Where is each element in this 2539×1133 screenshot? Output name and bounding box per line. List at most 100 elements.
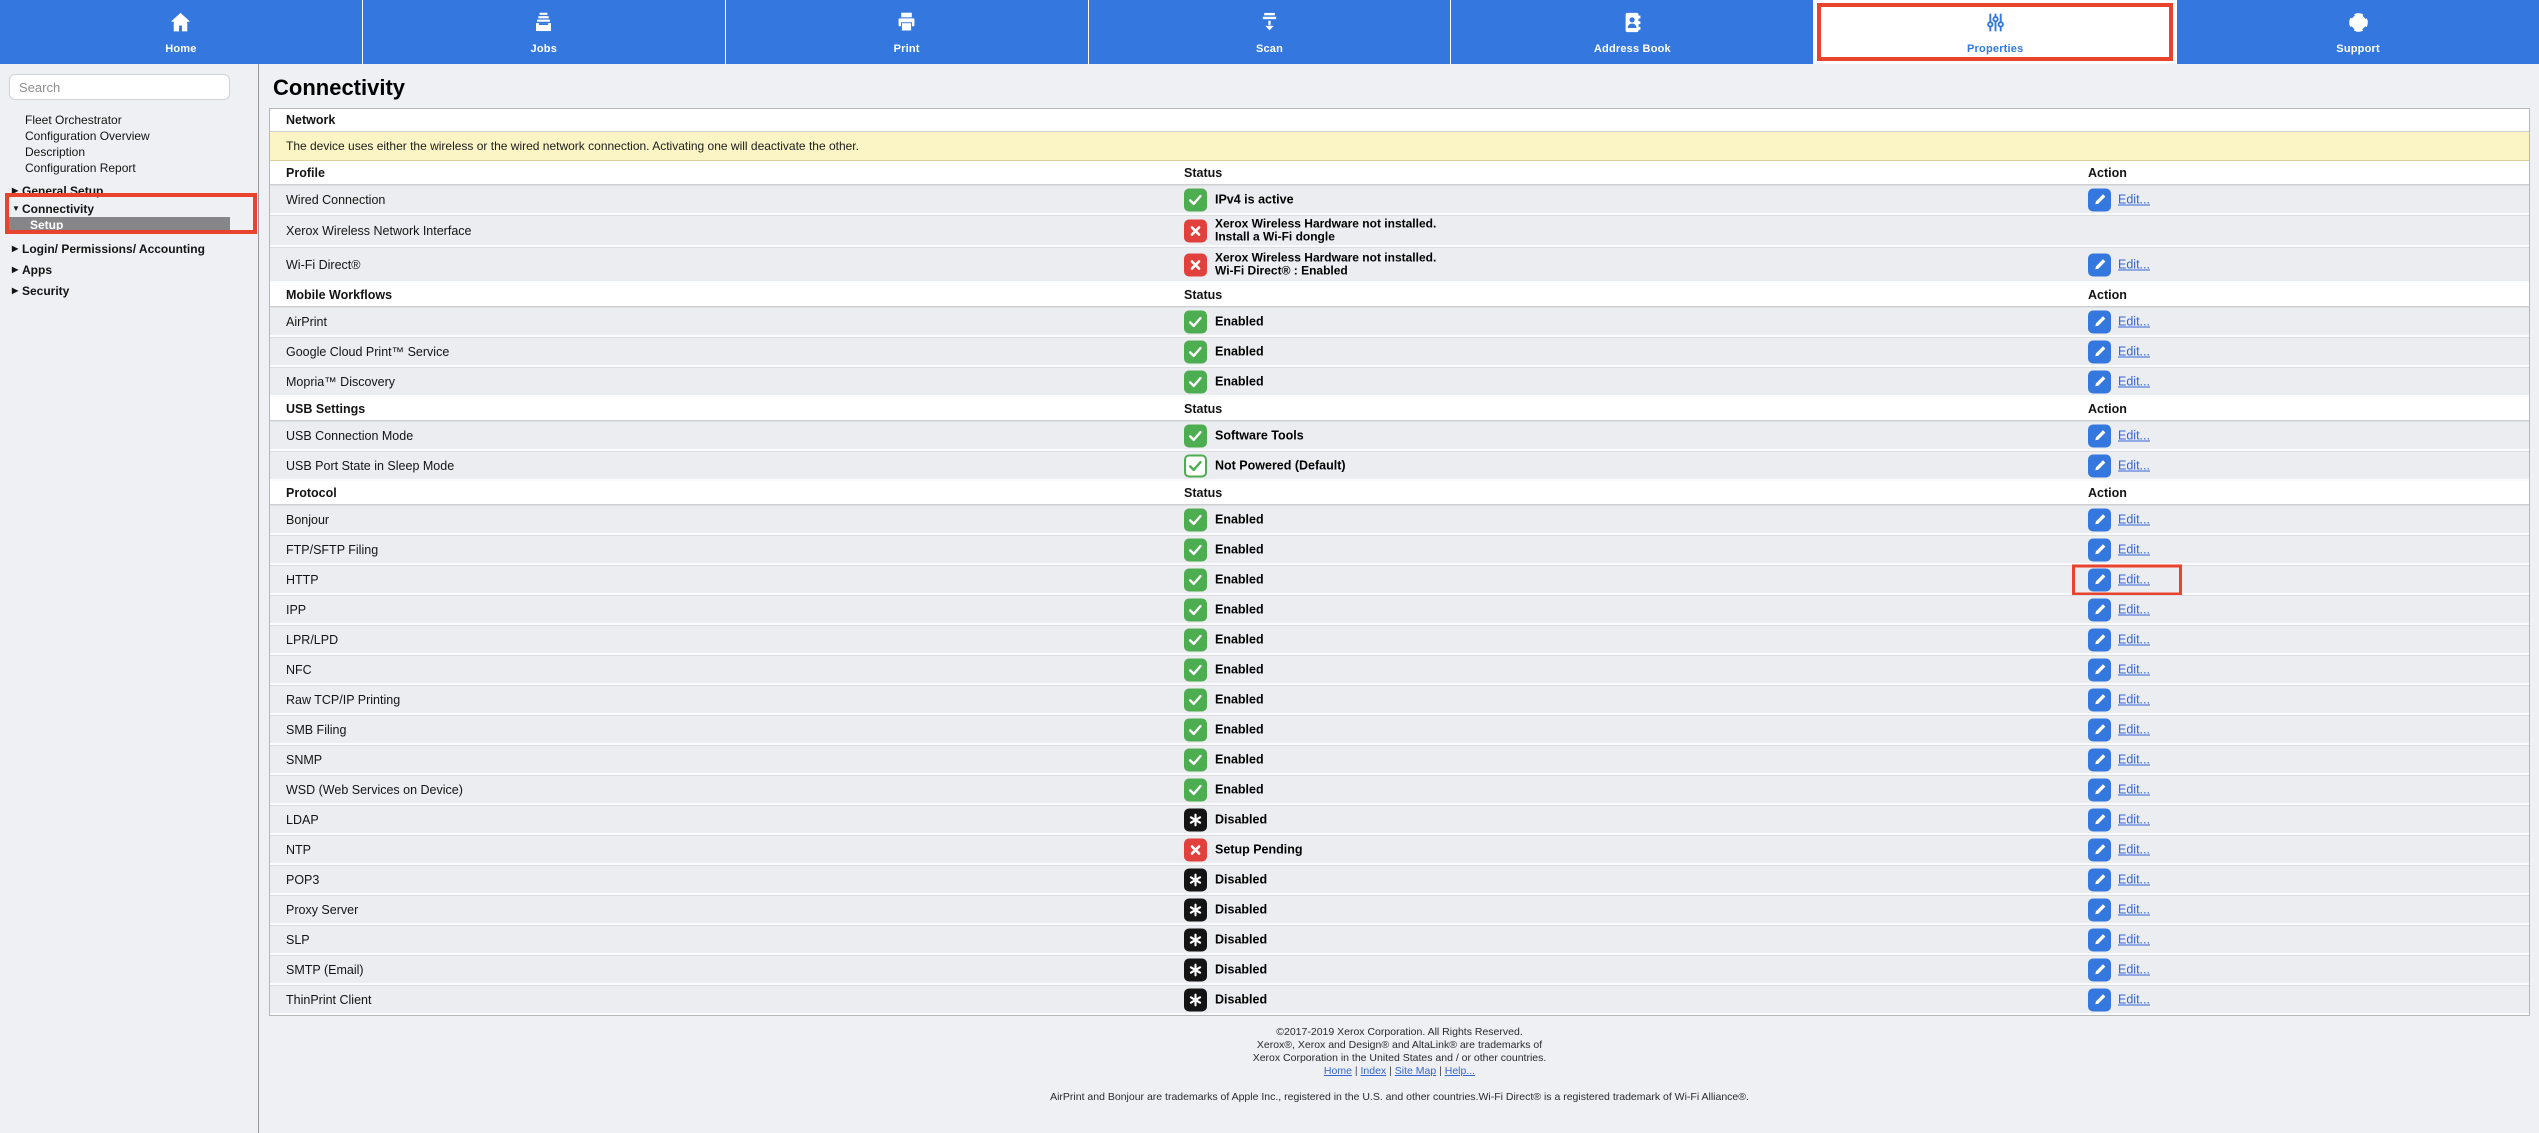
edit-link[interactable]: Edit... — [2118, 752, 2150, 767]
sidebar-item-login-permissions-accounting[interactable]: ▶ Login/ Permissions/ Accounting — [0, 241, 258, 257]
edit-link[interactable]: Edit... — [2118, 692, 2150, 707]
edit-button[interactable] — [2088, 424, 2111, 447]
column-header-usb-settings: USB Settings — [286, 402, 366, 416]
edit-button[interactable] — [2088, 688, 2111, 711]
status-text: Enabled — [1215, 722, 1264, 737]
pencil-icon — [2094, 844, 2105, 855]
edit-link[interactable]: Edit... — [2118, 192, 2150, 207]
edit-link[interactable]: Edit... — [2118, 812, 2150, 827]
edit-link[interactable]: Edit... — [2118, 962, 2150, 977]
edit-button[interactable] — [2088, 188, 2111, 211]
edit-button[interactable] — [2088, 958, 2111, 981]
edit-link[interactable]: Edit... — [2118, 374, 2150, 389]
tab-home[interactable]: Home — [0, 0, 363, 64]
footer-link-site-map[interactable]: Site Map — [1394, 1065, 1437, 1077]
edit-button[interactable] — [2088, 454, 2111, 477]
tab-properties[interactable]: Properties — [1814, 0, 2178, 64]
status-check-outline-icon — [1184, 454, 1207, 477]
status-text: Disabled — [1215, 812, 1268, 827]
edit-button[interactable] — [2088, 868, 2111, 891]
edit-link[interactable]: Edit... — [2118, 902, 2150, 917]
edit-link[interactable]: Edit... — [2118, 662, 2150, 677]
sidebar-item-apps[interactable]: ▶ Apps — [0, 262, 258, 278]
search-input[interactable] — [9, 74, 230, 100]
edit-button[interactable] — [2088, 658, 2111, 681]
status-check-icon — [1184, 658, 1207, 681]
edit-button[interactable] — [2088, 778, 2111, 801]
table-row-wired-connection: Wired Connection IPv4 is active Edit... — [270, 185, 2529, 215]
tab-address-book[interactable]: Address Book — [1451, 0, 1815, 64]
row-label: USB Port State in Sleep Mode — [286, 458, 455, 473]
edit-button[interactable] — [2088, 898, 2111, 921]
footer-links: Home | Index | Site Map | Help... — [269, 1065, 2530, 1078]
edit-button[interactable] — [2088, 598, 2111, 621]
edit-link[interactable]: Edit... — [2118, 428, 2150, 443]
sidebar-link-configuration-report[interactable]: Configuration Report — [25, 161, 136, 175]
edit-link[interactable]: Edit... — [2118, 257, 2150, 272]
edit-button[interactable] — [2088, 718, 2111, 741]
edit-link[interactable]: Edit... — [2118, 512, 2150, 527]
tab-support[interactable]: Support — [2177, 0, 2539, 64]
status-text: Setup Pending — [1215, 842, 1303, 857]
pencil-icon — [2094, 904, 2105, 915]
status-cell: Enabled — [1184, 310, 1264, 333]
row-label: IPP — [286, 602, 307, 617]
column-header-status: Status — [1184, 486, 1223, 500]
edit-link[interactable]: Edit... — [2118, 542, 2150, 557]
edit-button[interactable] — [2088, 370, 2111, 393]
edit-button[interactable] — [2088, 808, 2111, 831]
triangle-right-icon: ▶ — [12, 286, 19, 295]
edit-link[interactable]: Edit... — [2118, 782, 2150, 797]
edit-link[interactable]: Edit... — [2118, 572, 2150, 587]
edit-link[interactable]: Edit... — [2118, 932, 2150, 947]
edit-link[interactable]: Edit... — [2118, 842, 2150, 857]
sidebar-item-security[interactable]: ▶ Security — [0, 283, 258, 299]
edit-button[interactable] — [2088, 628, 2111, 651]
pencil-icon — [2094, 376, 2105, 387]
edit-link[interactable]: Edit... — [2118, 872, 2150, 887]
edit-button[interactable] — [2088, 538, 2111, 561]
edit-button[interactable] — [2088, 310, 2111, 333]
status-cell: Enabled — [1184, 658, 1264, 681]
row-label: Xerox Wireless Network Interface — [286, 223, 472, 238]
footer-trademark-line: AirPrint and Bonjour are trademarks of A… — [1050, 1091, 1749, 1103]
edit-button[interactable] — [2088, 988, 2111, 1011]
footer-link-help[interactable]: Help... — [1444, 1065, 1476, 1077]
sidebar-link-configuration-overview[interactable]: Configuration Overview — [25, 129, 150, 143]
edit-button[interactable] — [2088, 748, 2111, 771]
edit-button[interactable] — [2088, 508, 2111, 531]
action-cell: Edit... — [2088, 748, 2150, 771]
footer-link-index[interactable]: Index — [1360, 1065, 1387, 1077]
triangle-right-icon: ▶ — [12, 186, 19, 195]
edit-button[interactable] — [2088, 928, 2111, 951]
edit-link[interactable]: Edit... — [2118, 722, 2150, 737]
edit-button[interactable] — [2088, 568, 2111, 591]
pencil-icon — [2094, 934, 2105, 945]
table-row-pop3: POP3 Disabled Edit... — [270, 865, 2529, 895]
status-text: Enabled — [1215, 632, 1264, 647]
edit-link[interactable]: Edit... — [2118, 992, 2150, 1007]
column-header-row-usb-settings: USB Settings Status Action — [270, 397, 2529, 421]
sidebar-item-label: Apps — [22, 263, 52, 277]
edit-link[interactable]: Edit... — [2118, 458, 2150, 473]
tab-scan[interactable]: Scan — [1089, 0, 1452, 64]
sidebar-item-connectivity[interactable]: ▼ Connectivity — [0, 201, 258, 217]
status-text: Enabled — [1215, 374, 1264, 389]
edit-link[interactable]: Edit... — [2118, 632, 2150, 647]
sidebar-item-general-setup[interactable]: ▶ General Setup — [0, 183, 258, 199]
edit-link[interactable]: Edit... — [2118, 314, 2150, 329]
tab-jobs[interactable]: Jobs — [363, 0, 726, 64]
sidebar-link-description[interactable]: Description — [25, 145, 86, 159]
row-label: NTP — [286, 842, 311, 857]
sidebar-item-setup[interactable]: Setup — [9, 217, 230, 233]
edit-link[interactable]: Edit... — [2118, 344, 2150, 359]
edit-button[interactable] — [2088, 340, 2111, 363]
edit-link[interactable]: Edit... — [2118, 602, 2150, 617]
tab-print[interactable]: Print — [726, 0, 1089, 64]
footer-copyright-line: ©2017-2019 Xerox Corporation. All Rights… — [1276, 1026, 1523, 1038]
sidebar-link-fleet-orchestrator[interactable]: Fleet Orchestrator — [25, 113, 122, 127]
edit-button[interactable] — [2088, 838, 2111, 861]
edit-button[interactable] — [2088, 253, 2111, 276]
column-header-mobile-workflows: Mobile Workflows — [286, 288, 393, 302]
footer-link-home[interactable]: Home — [1323, 1065, 1352, 1077]
